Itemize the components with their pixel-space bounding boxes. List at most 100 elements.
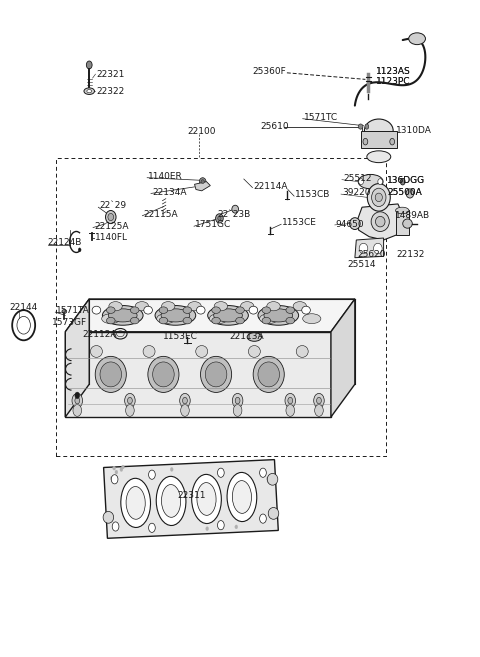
- Text: 25500A: 25500A: [387, 188, 422, 196]
- Ellipse shape: [378, 179, 383, 185]
- Text: 1153CE: 1153CE: [282, 218, 317, 227]
- Text: 22`29: 22`29: [99, 202, 126, 210]
- Ellipse shape: [373, 243, 382, 254]
- Ellipse shape: [109, 302, 122, 311]
- Circle shape: [110, 476, 113, 480]
- Ellipse shape: [183, 317, 192, 324]
- Ellipse shape: [156, 476, 186, 526]
- Ellipse shape: [349, 217, 360, 229]
- Ellipse shape: [363, 139, 368, 145]
- Ellipse shape: [390, 139, 395, 145]
- Ellipse shape: [235, 397, 240, 404]
- Ellipse shape: [197, 483, 216, 515]
- Text: 25620: 25620: [357, 250, 386, 259]
- Ellipse shape: [214, 302, 228, 311]
- Ellipse shape: [121, 478, 151, 528]
- Text: 136DGG: 136DGG: [387, 177, 426, 185]
- Text: 22321: 22321: [96, 70, 125, 79]
- Text: 25360F: 25360F: [252, 67, 286, 76]
- Polygon shape: [194, 181, 210, 191]
- Ellipse shape: [268, 507, 279, 519]
- Polygon shape: [331, 299, 355, 417]
- Ellipse shape: [217, 520, 224, 530]
- Ellipse shape: [153, 362, 174, 387]
- Text: 136DGG: 136DGG: [387, 177, 426, 185]
- Ellipse shape: [267, 474, 278, 485]
- Ellipse shape: [217, 468, 224, 478]
- Ellipse shape: [149, 523, 156, 532]
- Ellipse shape: [201, 356, 232, 392]
- Ellipse shape: [208, 306, 248, 325]
- Ellipse shape: [212, 307, 220, 313]
- Ellipse shape: [112, 522, 119, 531]
- Polygon shape: [65, 299, 89, 417]
- Ellipse shape: [408, 33, 425, 45]
- Ellipse shape: [218, 216, 221, 220]
- Ellipse shape: [131, 317, 139, 324]
- Ellipse shape: [126, 487, 145, 519]
- Ellipse shape: [260, 468, 266, 478]
- Ellipse shape: [233, 405, 242, 417]
- Ellipse shape: [232, 481, 252, 513]
- Text: 1123PC: 1123PC: [376, 78, 411, 87]
- Ellipse shape: [396, 207, 409, 214]
- Ellipse shape: [180, 405, 189, 417]
- Ellipse shape: [367, 183, 390, 211]
- Text: 22100: 22100: [187, 127, 216, 136]
- Ellipse shape: [135, 302, 149, 311]
- Ellipse shape: [359, 243, 368, 254]
- Ellipse shape: [111, 475, 118, 484]
- Ellipse shape: [103, 511, 114, 523]
- Ellipse shape: [86, 61, 92, 69]
- Ellipse shape: [106, 210, 116, 223]
- Ellipse shape: [205, 362, 227, 387]
- Ellipse shape: [209, 314, 228, 324]
- Ellipse shape: [100, 362, 121, 387]
- Ellipse shape: [144, 306, 153, 314]
- Ellipse shape: [288, 397, 293, 404]
- Text: 25500A: 25500A: [387, 188, 422, 196]
- Text: 25514: 25514: [347, 260, 376, 269]
- Ellipse shape: [131, 307, 139, 313]
- Text: 1489AB: 1489AB: [395, 211, 430, 219]
- Ellipse shape: [108, 214, 114, 221]
- Text: 1153CB: 1153CB: [295, 191, 330, 199]
- Ellipse shape: [400, 178, 405, 185]
- Polygon shape: [104, 460, 278, 538]
- Ellipse shape: [359, 179, 363, 185]
- Text: 22125A: 22125A: [94, 221, 129, 231]
- Text: 22112A: 22112A: [82, 330, 117, 339]
- Ellipse shape: [102, 306, 143, 325]
- Ellipse shape: [371, 212, 389, 231]
- Circle shape: [266, 477, 269, 481]
- Polygon shape: [355, 238, 384, 258]
- Circle shape: [235, 525, 238, 529]
- Text: 22322: 22322: [96, 87, 125, 96]
- Ellipse shape: [285, 394, 296, 408]
- Ellipse shape: [365, 124, 369, 129]
- Ellipse shape: [199, 177, 206, 185]
- Circle shape: [206, 527, 209, 531]
- Ellipse shape: [62, 309, 67, 313]
- Polygon shape: [357, 204, 405, 240]
- Ellipse shape: [216, 214, 223, 223]
- Ellipse shape: [260, 514, 266, 523]
- Ellipse shape: [267, 302, 280, 311]
- Text: 1571TA: 1571TA: [56, 306, 90, 315]
- Ellipse shape: [258, 362, 279, 387]
- Text: 22311: 22311: [178, 491, 206, 499]
- Ellipse shape: [227, 472, 257, 522]
- Text: 1140FL: 1140FL: [95, 233, 128, 242]
- Bar: [360, 131, 397, 148]
- Ellipse shape: [182, 397, 187, 404]
- Ellipse shape: [232, 394, 243, 408]
- Circle shape: [75, 392, 80, 399]
- Ellipse shape: [188, 302, 201, 311]
- Text: 1123PC: 1123PC: [376, 78, 411, 87]
- Ellipse shape: [196, 306, 205, 314]
- Ellipse shape: [126, 405, 134, 417]
- Ellipse shape: [375, 193, 383, 202]
- Circle shape: [120, 468, 123, 472]
- Text: 1153EC: 1153EC: [162, 332, 197, 341]
- Circle shape: [262, 471, 265, 475]
